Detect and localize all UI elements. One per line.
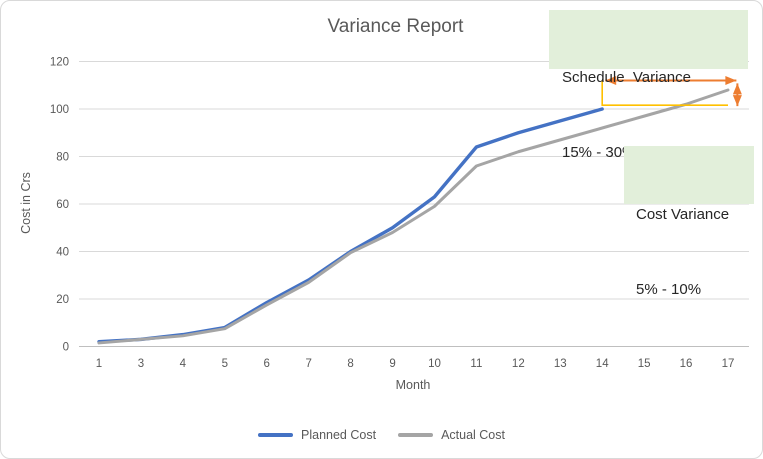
y-tick-label: 20 bbox=[56, 294, 69, 306]
schedule-variance-arrow-head bbox=[725, 76, 737, 85]
x-tick-label: 6 bbox=[264, 358, 270, 370]
legend-item-planned-cost[interactable]: Planned Cost bbox=[258, 428, 376, 442]
legend-item-actual-cost[interactable]: Actual Cost bbox=[398, 428, 505, 442]
planned-cost-line bbox=[97, 107, 604, 344]
x-tick-label: 14 bbox=[596, 358, 609, 370]
schedule-variance-callout[interactable]: Schedule Variance 15% - 30% bbox=[549, 10, 748, 161]
x-tick-label: 1 bbox=[96, 358, 102, 370]
actual-cost-line-swatch bbox=[398, 433, 434, 437]
x-tick-label: 3 bbox=[138, 358, 144, 370]
x-tick-label: 12 bbox=[512, 358, 525, 370]
x-axis-title: Month bbox=[395, 378, 431, 392]
x-tick-label: 5 bbox=[222, 358, 228, 370]
x-tick-label: 13 bbox=[554, 358, 567, 370]
schedule-variance-arrow-head bbox=[605, 76, 617, 85]
x-tick-label: 7 bbox=[305, 358, 311, 370]
cost-variance-arrow-head bbox=[732, 83, 742, 95]
x-tick-label: 9 bbox=[389, 358, 395, 370]
x-tick-label: 17 bbox=[722, 358, 735, 370]
x-tick-label: 4 bbox=[180, 358, 187, 370]
variance-bracket bbox=[601, 80, 728, 106]
legend: Planned Cost Actual Cost bbox=[1, 428, 762, 442]
x-tick-label: 16 bbox=[680, 358, 693, 370]
chart-title: Variance Report bbox=[327, 16, 464, 37]
x-tick-label: 11 bbox=[470, 358, 482, 370]
planned-cost-line-swatch bbox=[258, 433, 293, 437]
y-tick-label: 100 bbox=[50, 104, 69, 116]
y-tick-label: 120 bbox=[50, 57, 69, 69]
y-tick-label: 40 bbox=[56, 247, 69, 259]
y-tick-label: 60 bbox=[56, 199, 69, 211]
y-tick-label: 80 bbox=[56, 152, 69, 164]
cost-variance-arrow-head bbox=[732, 95, 742, 107]
schedule-variance-title: Schedule Variance bbox=[562, 69, 691, 86]
cost-variance-range: 5% - 10% bbox=[636, 281, 702, 298]
x-tick-label: 8 bbox=[347, 358, 353, 370]
x-tick-label: 10 bbox=[428, 358, 441, 370]
y-tick-label: 0 bbox=[63, 342, 69, 354]
x-tick-label: 15 bbox=[638, 358, 651, 370]
actual-cost-line bbox=[97, 88, 730, 345]
cost-variance-title: Cost Variance bbox=[636, 206, 730, 223]
y-axis-title: Cost in Crs bbox=[19, 172, 33, 234]
legend-label-actual-cost: Actual Cost bbox=[441, 428, 505, 442]
legend-label-planned-cost: Planned Cost bbox=[301, 428, 377, 442]
cost-variance-callout[interactable]: Cost Variance 5% - 10% bbox=[624, 146, 754, 298]
